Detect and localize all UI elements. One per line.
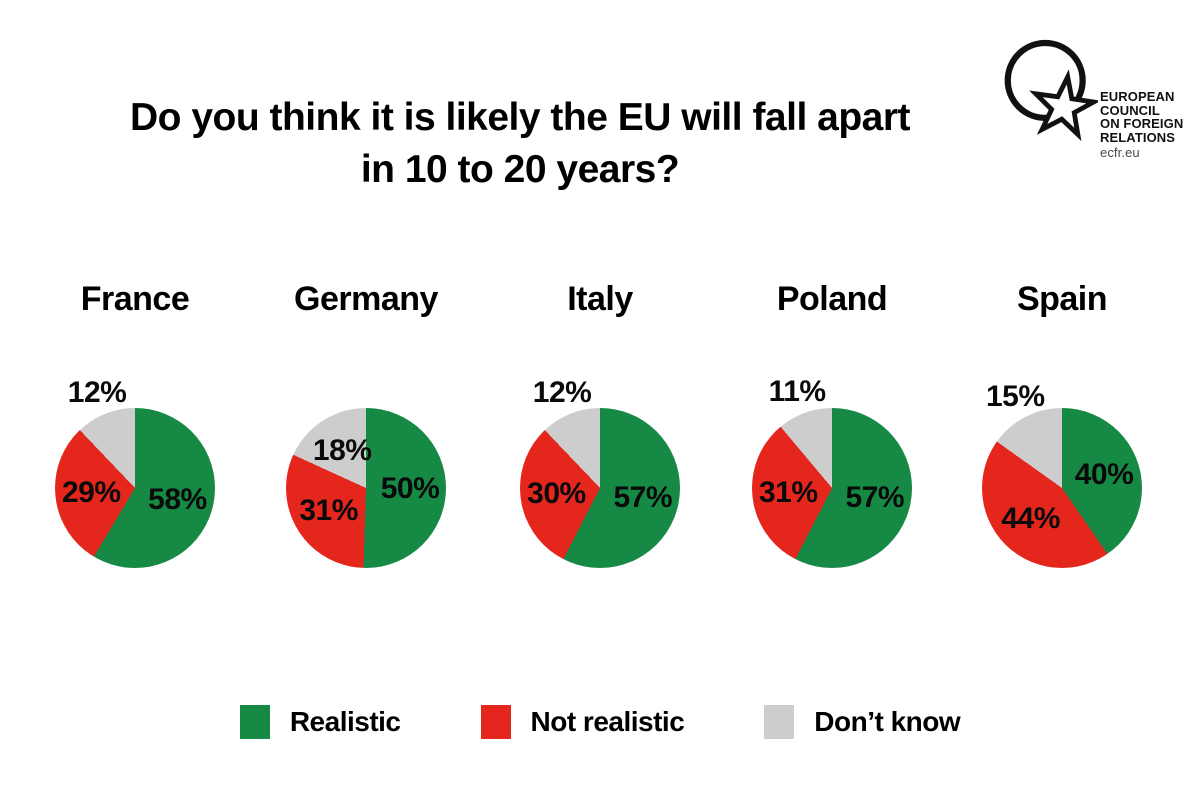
logo-line: EUROPEAN [1100,89,1175,104]
legend-item-not-realistic: Not realistic [480,705,685,739]
not-realistic-value-label: 44% [1001,501,1060,535]
dont-know-swatch [764,705,795,739]
logo-line: COUNCIL [1100,102,1160,118]
realistic-value-label: 58% [148,482,207,516]
realistic-label: Realistic [289,706,401,737]
pie-charts: France 58% 29% 12% Germany 50% 31% 18% I… [0,270,1200,600]
not-realistic-value-label: 31% [758,475,818,509]
country-label: Poland [776,280,888,318]
legend-item-dont-know: Don’t know [764,705,961,739]
pie [982,408,1142,568]
ecfr-logo: EUROPEAN COUNCIL ON FOREIGN RELATIONS ec… [1002,36,1183,159]
ecfr-logo-text: EUROPEAN COUNCIL ON FOREIGN RELATIONS ec… [1100,90,1183,159]
pie [520,408,680,568]
legend: Realistic Not realistic Don’t know [0,705,1200,739]
pie-chart-group: Poland 57% 31% 11% [716,270,948,590]
page-title-line2: in 10 to 20 years? [360,148,680,192]
dont-know-value-label: 11% [768,375,826,409]
page-title: Do you think it is likely the EU will fa… [20,92,1020,197]
pie [752,408,912,568]
pie-chart-group: France 58% 29% 12% [19,270,251,590]
country-label: Italy [567,280,633,318]
pie-chart-group: Germany 50% 31% 18% [250,270,482,590]
dont-know-value-label: 12% [532,376,592,410]
page-title-line1: Do you think it is likely the EU will fa… [130,96,911,139]
realistic-value-label: 57% [613,481,673,515]
pie-chart-group: Italy 57% 30% 12% [484,270,716,590]
dont-know-label: Don’t know [814,706,961,737]
legend-item-realistic: Realistic [239,705,401,739]
dont-know-value-label: 18% [312,433,372,467]
country-label: Germany [294,280,438,318]
pie [55,408,215,568]
logo-line: ON FOREIGN [1100,116,1184,132]
not-realistic-value-label: 31% [299,494,358,528]
pie-wrap: 57% 31% 11% [752,375,912,568]
not-realistic-label: Not realistic [530,706,685,737]
pie-wrap: 58% 29% 12% [55,376,215,568]
country-label: France [80,280,190,318]
pie-wrap: 57% 30% 12% [520,376,680,568]
logo-site-url: ecfr.eu [1100,144,1140,160]
not-realistic-swatch [480,705,511,739]
logo-line: RELATIONS [1100,129,1176,145]
pie-wrap: 50% 31% 18% [286,408,446,568]
realistic-value-label: 57% [845,481,905,515]
dont-know-value-label: 15% [985,380,1045,414]
realistic-value-label: 50% [380,471,440,505]
ecfr-star-circle-icon [1004,39,1098,142]
country-label: Spain [1016,280,1108,318]
dont-know-value-label: 12% [67,376,127,410]
not-realistic-value-label: 30% [527,477,586,511]
pie-chart-group: Spain 40% 44% 15% [946,270,1178,590]
pie-wrap: 40% 44% 15% [982,380,1142,568]
pie [286,408,446,568]
not-realistic-value-label: 29% [61,475,121,509]
realistic-swatch [239,705,270,739]
realistic-value-label: 40% [1074,457,1134,491]
